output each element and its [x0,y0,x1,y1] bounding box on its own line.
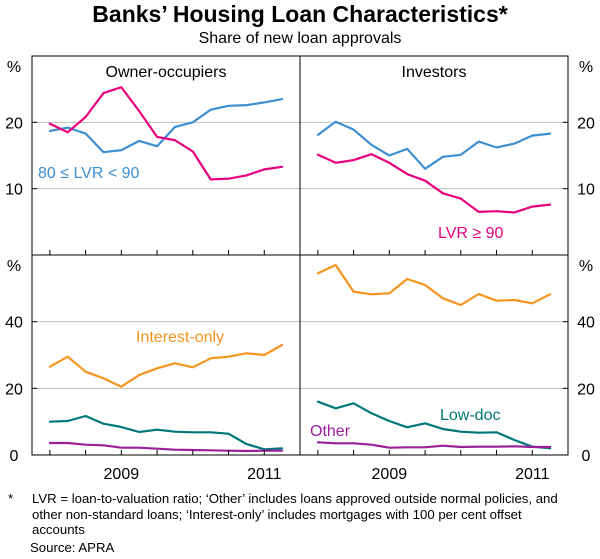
y-tick-label: 40 [5,315,23,332]
annotation-lvr-90: LVR ≥ 90 [438,225,504,242]
panel-title-investors: Investors [402,64,467,81]
series-line-low-doc [316,400,552,450]
series-line-interest-only [316,263,552,307]
series-line-lvr-90 [316,153,552,214]
x-tick-label: 2011 [515,466,550,483]
series-line-lvr-80-90 [316,120,552,170]
annotation-other: Other [310,423,351,440]
chart-subtitle: Share of new loan approvals [198,30,402,47]
annotation-interest-only: Interest-only [136,329,224,346]
gridlines [32,121,568,389]
source-note: Source: APRA [30,540,115,555]
y-tick-label: 40 [577,315,595,332]
x-tick-label: 2009 [372,466,408,483]
y-tick-label: 20 [5,115,23,132]
unit-label-top-right: % [579,59,593,76]
y-tick-label: 0 [582,448,591,465]
series-lines [48,86,552,453]
annotation-lvr-80-90: 80 ≤ LVR < 90 [38,165,140,182]
y-tick-label: 20 [5,381,23,398]
chart-figure: Owner-occupiers Investors % % % % 102010… [5,55,595,483]
y-tick-label: 0 [10,448,19,465]
footnote-text: LVR = loan-to-valuation ratio; ‘Other’ i… [32,491,558,537]
axis-ticks [32,121,568,456]
series-line-other [316,441,552,449]
x-tick-label: 2011 [247,466,282,483]
chart-title: Banks’ Housing Loan Characteristics* [92,1,508,27]
y-tick-label: 20 [577,115,595,132]
series-line-lvr-80-90 [48,97,284,154]
y-tick-label: 10 [5,182,23,199]
annotation-low-doc: Low-doc [440,407,500,424]
series-line-interest-only [48,343,284,388]
footnote-marker: * [8,491,14,506]
series-line-other [48,441,284,453]
unit-label-bottom-right: % [579,258,593,275]
series-line-low-doc [48,414,284,451]
axis-tick-labels: 10 20 10 20 0 20 40 2009 2011 0 20 40 2009 2011 [5,115,595,483]
panel-title-owner-occupiers: Owner-occupiers [106,64,227,81]
y-tick-label: 20 [577,381,595,398]
footnote: * LVR = loan-to-valuation ratio; ‘Other’… [8,491,572,538]
x-tick-label: 2009 [104,466,140,483]
series-line-lvr-90 [48,86,284,181]
y-tick-label: 10 [577,182,595,199]
unit-label-bottom-left: % [7,258,21,275]
unit-label-top-left: % [7,59,21,76]
